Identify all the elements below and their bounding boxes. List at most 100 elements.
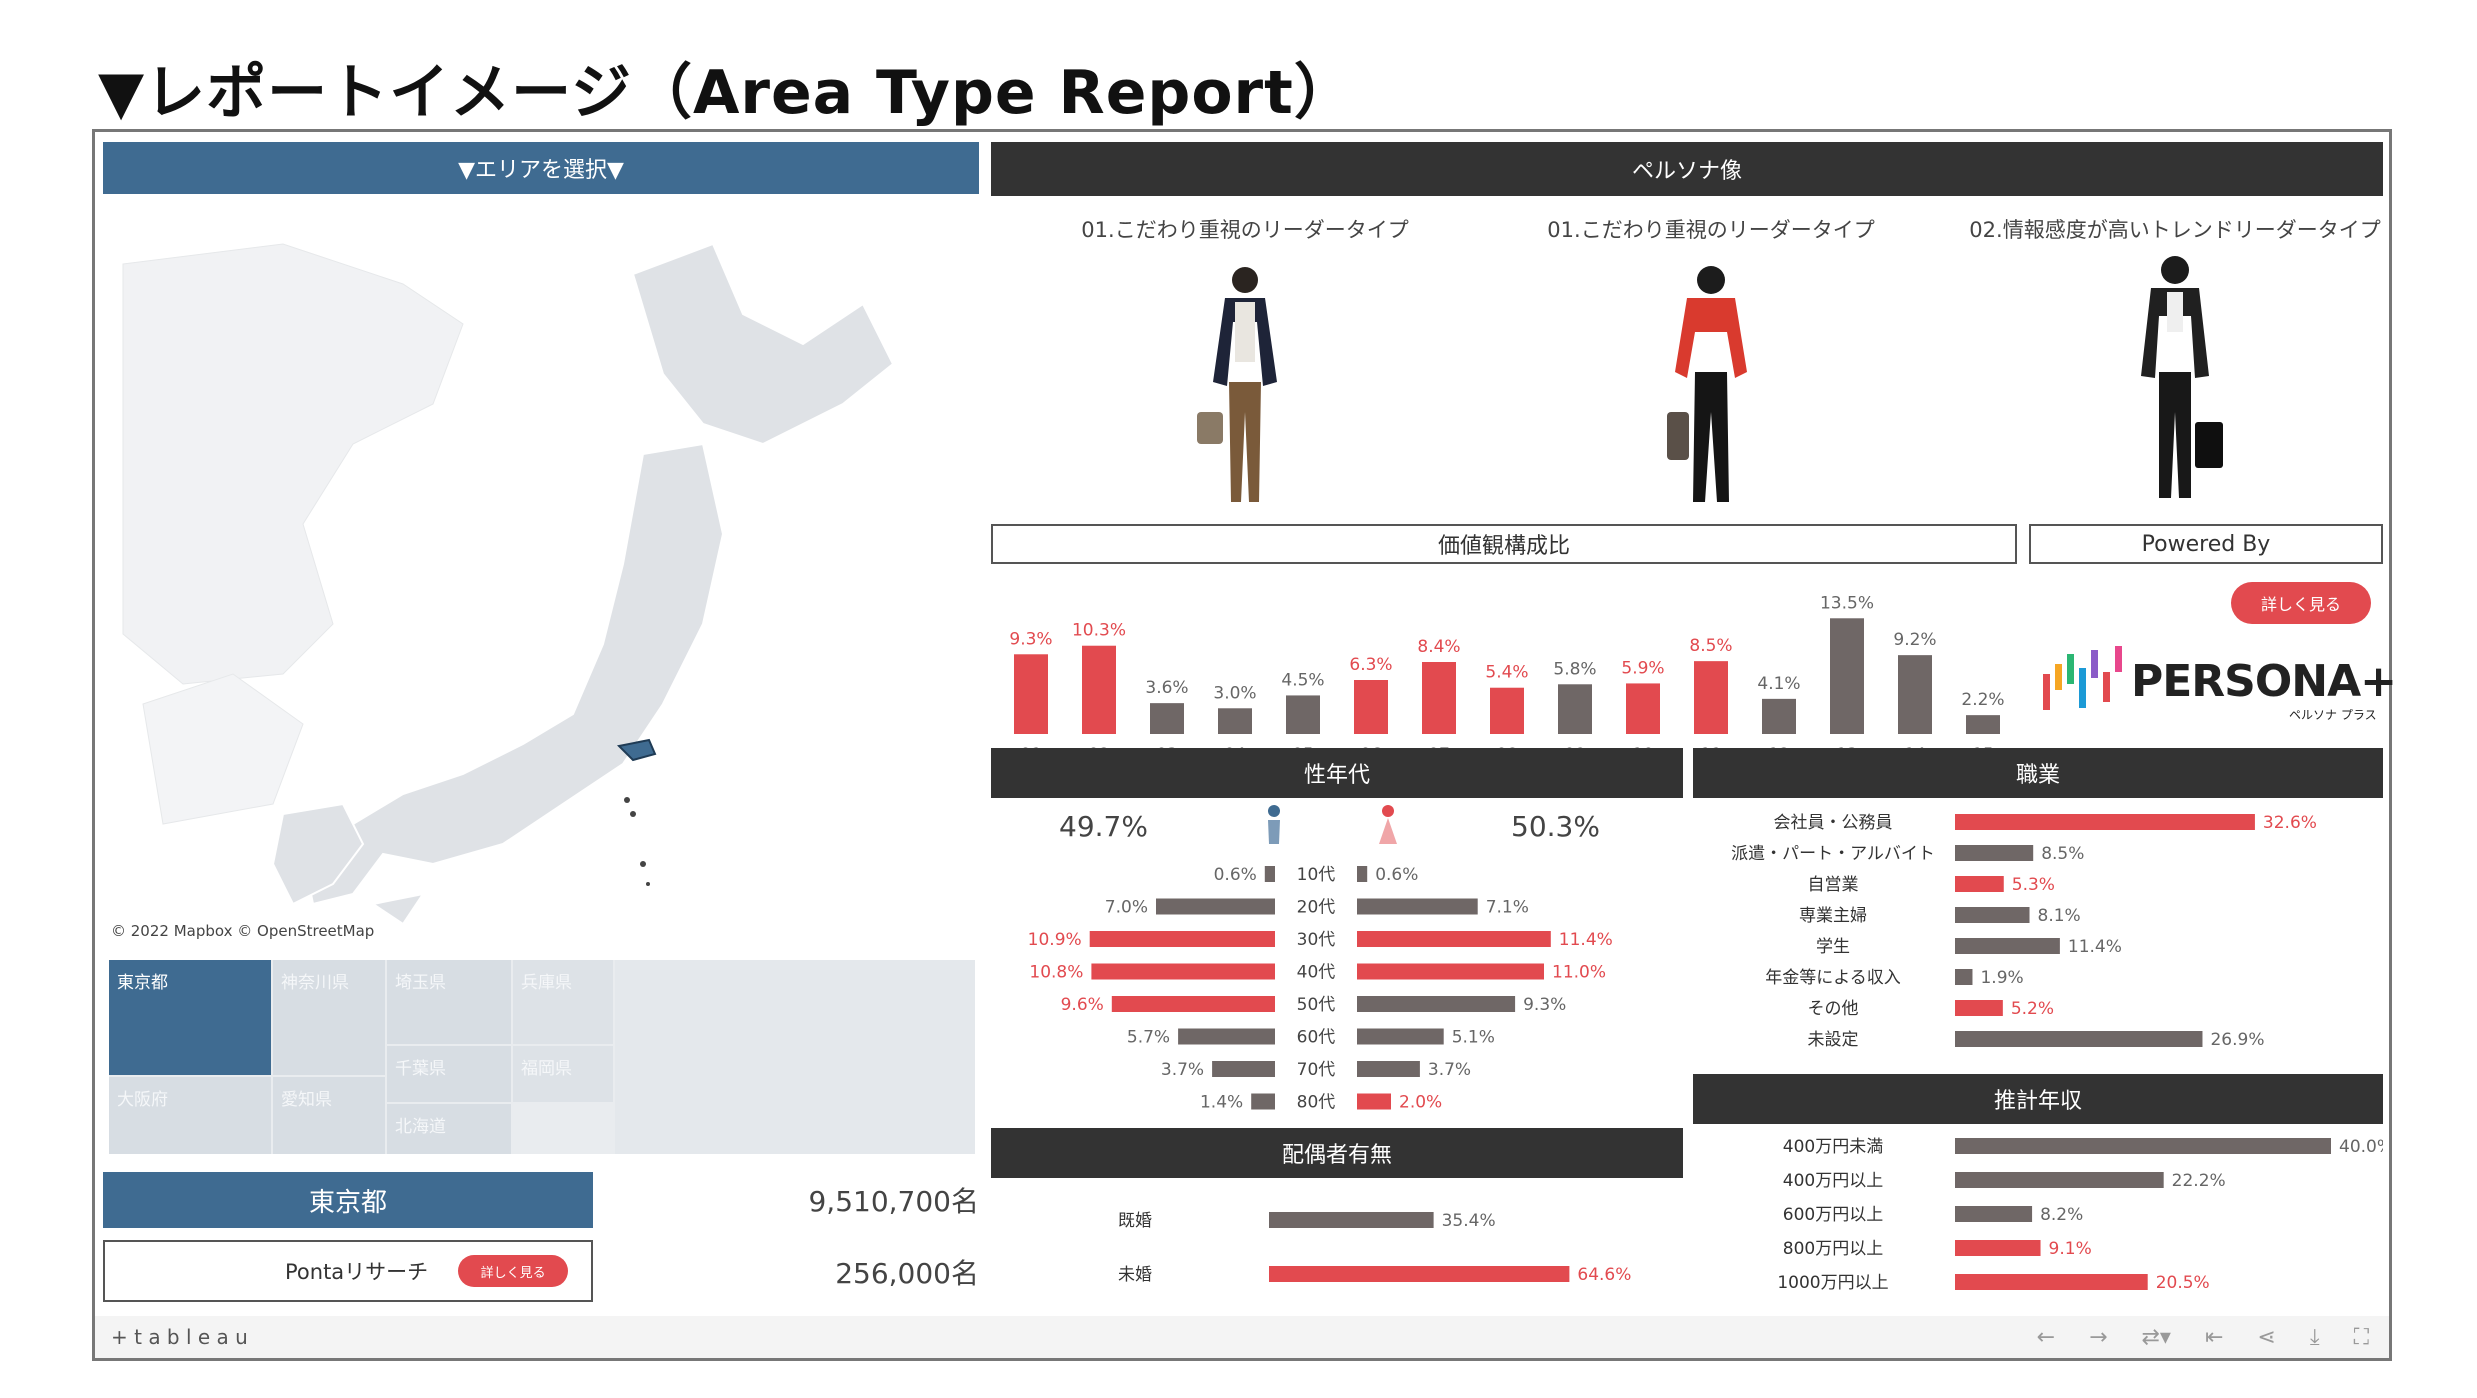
values-data-label: 13.5% bbox=[1820, 593, 1874, 613]
occupation-tick-label: その他 bbox=[1808, 999, 1859, 1019]
treemap-cell-aichi[interactable]: 愛知県 bbox=[273, 1077, 385, 1154]
values-bar bbox=[1286, 695, 1320, 734]
values-data-label: 8.5% bbox=[1689, 636, 1732, 656]
treemap-rest[interactable] bbox=[615, 960, 975, 1154]
income-tick-label: 1000万円以上 bbox=[1777, 1273, 1888, 1293]
female-pct: 50.3% bbox=[1511, 810, 1600, 843]
occupation-chart[interactable]: 会社員・公務員 32.6% 派遣・パート・アルバイト 8.5% 自営業 5.3% 専業主婦 8… bbox=[1693, 802, 2383, 1072]
male-icon bbox=[1268, 805, 1280, 844]
treemap-cell-hyogo[interactable]: 兵庫県 bbox=[513, 960, 613, 1044]
male-bar bbox=[1091, 963, 1275, 980]
female-bar bbox=[1357, 963, 1544, 980]
occupation-data-label: 26.9% bbox=[2210, 1030, 2264, 1050]
logo-subtext: ペルソナ プラス bbox=[2289, 708, 2377, 722]
male-data-label: 7.0% bbox=[1105, 898, 1148, 918]
income-data-label: 9.1% bbox=[2049, 1239, 2092, 1259]
occupation-tick-label: 自営業 bbox=[1808, 875, 1859, 895]
male-bar bbox=[1212, 1061, 1275, 1077]
powered-by-label: Powered By bbox=[2029, 524, 2383, 564]
treemap-cell-tokyo[interactable]: 東京都 bbox=[109, 960, 271, 1075]
male-bar bbox=[1089, 931, 1275, 947]
redo-icon[interactable]: → bbox=[2089, 1324, 2108, 1350]
treemap-cell-chiba[interactable]: 千葉県 bbox=[387, 1046, 511, 1102]
age-tick-label: 40代 bbox=[1297, 963, 1336, 983]
values-bar bbox=[1218, 708, 1252, 734]
female-data-label: 9.3% bbox=[1523, 995, 1566, 1015]
male-bar bbox=[1111, 996, 1275, 1012]
values-bar bbox=[1082, 645, 1116, 734]
sample-value: 256,000名 bbox=[835, 1257, 979, 1290]
values-bar bbox=[1014, 654, 1048, 734]
page-title: ▼レポートイメージ（Area Type Report） bbox=[98, 58, 1355, 128]
female-bar bbox=[1357, 996, 1516, 1012]
male-data-label: 1.4% bbox=[1200, 1093, 1243, 1111]
treemap-cell-osaka[interactable]: 大阪府 bbox=[109, 1077, 271, 1154]
persona-name-2: 01.こだわり重視のリーダータイプ bbox=[1547, 218, 1875, 242]
values-data-label: 2.2% bbox=[1961, 690, 2004, 710]
occupation-tick-label: 専業主婦 bbox=[1799, 906, 1867, 926]
japan-map[interactable] bbox=[103, 204, 979, 944]
treemap-cell-hokkaido[interactable]: 北海道 bbox=[387, 1104, 511, 1154]
persona-figure-3 bbox=[2141, 256, 2223, 498]
gender-age-header: 性年代 bbox=[991, 748, 1683, 798]
values-bar bbox=[1558, 684, 1592, 734]
persona-figure-1 bbox=[1197, 267, 1277, 502]
gender-age-chart[interactable]: 10代 0.6% 0.6% 20代 7.0% 7.1% 30代 10.9% 11.4% 40代 10… bbox=[991, 850, 1683, 1110]
values-data-label: 6.3% bbox=[1349, 655, 1392, 675]
income-tick-label: 400万円未満 bbox=[1783, 1137, 1883, 1157]
values-data-label: 3.0% bbox=[1213, 683, 1256, 703]
reset-icon[interactable]: ⇤ bbox=[2204, 1324, 2224, 1350]
male-data-label: 10.8% bbox=[1029, 963, 1083, 983]
occupation-bar bbox=[1955, 1000, 2003, 1016]
income-bar bbox=[1955, 1172, 2164, 1188]
values-bar bbox=[1898, 655, 1932, 734]
income-bar bbox=[1955, 1274, 2148, 1290]
pontaresearch-detail-button[interactable]: 詳しく見る bbox=[458, 1255, 569, 1287]
treemap-cell-saitama[interactable]: 埼玉県 bbox=[387, 960, 511, 1044]
treemap-cell-kanagawa[interactable]: 神奈川県 bbox=[273, 960, 385, 1075]
male-pct: 49.7% bbox=[1059, 810, 1148, 843]
marital-chart[interactable]: 既婚 35.4% 未婚 64.6% bbox=[991, 1186, 1683, 1306]
area-select-dropdown[interactable]: ▼エリアを選択▼ bbox=[103, 142, 979, 194]
marital-tick-label: 既婚 bbox=[1118, 1211, 1152, 1231]
fullscreen-icon[interactable]: ⛶ bbox=[2353, 1324, 2369, 1350]
values-data-label: 5.4% bbox=[1485, 663, 1528, 683]
female-data-label: 2.0% bbox=[1399, 1093, 1442, 1111]
values-bar bbox=[1354, 680, 1388, 734]
occupation-bar bbox=[1955, 1031, 2203, 1047]
values-bar bbox=[1762, 698, 1796, 734]
prefecture-treemap[interactable]: 東京都 神奈川県 埼玉県 兵庫県 千葉県 福岡県 大阪府 愛知県 北海道 bbox=[109, 960, 975, 1154]
values-data-label: 8.4% bbox=[1417, 637, 1460, 657]
income-chart[interactable]: 400万円未満 40.0% 400万円以上 22.2% 600万円以上 8.2% 800万円… bbox=[1693, 1126, 2383, 1306]
values-bar bbox=[1150, 703, 1184, 734]
undo-icon[interactable]: ← bbox=[2036, 1324, 2056, 1350]
map-view[interactable]: © 2022 Mapbox © OpenStreetMap bbox=[103, 204, 979, 944]
values-bar bbox=[1830, 618, 1864, 734]
persona-detail-button[interactable]: 詳しく見る bbox=[2231, 582, 2371, 624]
values-chart[interactable]: 9.3%0110.3%023.6%033.0%044.5%056.3%068.4… bbox=[991, 572, 2031, 872]
occupation-tick-label: 年金等による収入 bbox=[1765, 968, 1901, 988]
occupation-bar bbox=[1955, 938, 2060, 954]
male-data-label: 3.7% bbox=[1161, 1060, 1204, 1080]
income-bar bbox=[1955, 1206, 2033, 1222]
download-icon[interactable]: ⤓ bbox=[2309, 1324, 2320, 1350]
share-icon[interactable]: ⋖ bbox=[2257, 1324, 2276, 1350]
marital-header: 配偶者有無 bbox=[991, 1128, 1683, 1178]
occupation-data-label: 11.4% bbox=[2068, 937, 2122, 957]
male-bar bbox=[1178, 1028, 1275, 1045]
revert-icon[interactable]: ⇄▾ bbox=[2141, 1324, 2171, 1350]
persona-name-3: 02.情報感度が高いトレンドリーダータイプ bbox=[1969, 218, 2381, 242]
male-data-label: 0.6% bbox=[1214, 865, 1257, 885]
female-bar bbox=[1357, 1093, 1391, 1110]
female-icon bbox=[1379, 805, 1397, 844]
age-tick-label: 30代 bbox=[1297, 930, 1336, 950]
treemap-cell-fukuoka[interactable]: 福岡県 bbox=[513, 1046, 613, 1102]
occupation-data-label: 8.5% bbox=[2041, 844, 2084, 864]
male-bar bbox=[1156, 898, 1275, 915]
persona-figure-2 bbox=[1667, 266, 1747, 502]
logo-text: PERSONA+ bbox=[2131, 656, 2397, 707]
male-data-label: 5.7% bbox=[1127, 1028, 1170, 1048]
female-data-label: 5.1% bbox=[1452, 1028, 1495, 1048]
occupation-data-label: 5.3% bbox=[2012, 875, 2055, 895]
male-data-label: 9.6% bbox=[1061, 995, 1104, 1015]
